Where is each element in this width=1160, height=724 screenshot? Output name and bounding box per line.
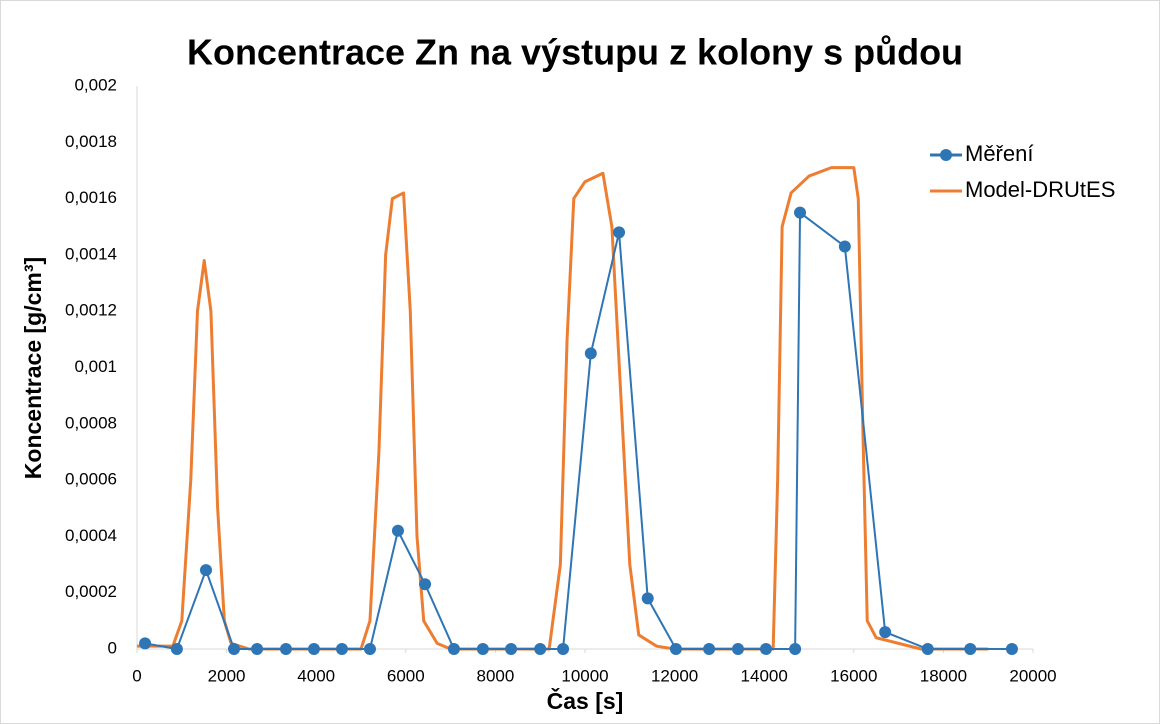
y-tick-label: 0,0016 xyxy=(65,188,117,207)
data-point xyxy=(838,240,851,253)
data-point xyxy=(759,643,772,655)
data-point xyxy=(170,643,183,655)
y-tick-label: 0,0004 xyxy=(65,526,117,545)
data-point xyxy=(794,206,807,219)
data-point xyxy=(534,643,547,655)
data-point xyxy=(139,637,152,650)
data-point xyxy=(789,643,802,655)
x-axis-label: Čas [s] xyxy=(547,687,624,714)
data-point xyxy=(251,643,264,655)
series-line xyxy=(137,166,989,651)
y-tick-label: 0,0012 xyxy=(65,301,117,320)
y-tick-label: 0,0006 xyxy=(65,470,117,489)
legend-label: Model-DRUtES xyxy=(965,177,1115,202)
data-point xyxy=(476,643,489,655)
data-point xyxy=(921,643,934,655)
data-point xyxy=(335,643,348,655)
data-point xyxy=(505,643,518,655)
data-point xyxy=(391,524,404,537)
data-point xyxy=(703,643,716,655)
x-tick-label: 14000 xyxy=(741,666,788,685)
data-point xyxy=(964,643,977,655)
x-tick-label: 6000 xyxy=(387,666,425,685)
data-point xyxy=(419,578,432,591)
data-point xyxy=(669,643,682,655)
legend-marker xyxy=(940,149,952,161)
x-tick-label: 18000 xyxy=(920,666,967,685)
y-tick-label: 0,002 xyxy=(74,75,117,94)
data-point xyxy=(557,643,570,655)
data-point xyxy=(447,643,460,655)
y-tick-label: 0,0014 xyxy=(65,244,117,263)
x-tick-label: 12000 xyxy=(651,666,698,685)
data-point xyxy=(584,347,597,360)
y-tick-label: 0,0002 xyxy=(65,582,117,601)
legend-label: Měření xyxy=(965,141,1033,166)
data-point xyxy=(227,643,240,655)
data-point xyxy=(731,643,744,655)
data-point xyxy=(199,564,212,577)
y-tick-label: 0 xyxy=(108,638,117,657)
x-tick-label: 0 xyxy=(132,666,141,685)
y-tick-label: 0,001 xyxy=(74,357,117,376)
x-tick-label: 16000 xyxy=(830,666,877,685)
chart-title: Koncentrace Zn na výstupu z kolony s půd… xyxy=(187,32,963,73)
data-point xyxy=(363,643,376,655)
data-point xyxy=(613,226,626,239)
y-tick-label: 0,0018 xyxy=(65,132,117,151)
x-tick-label: 2000 xyxy=(208,666,246,685)
y-tick-label: 0,0008 xyxy=(65,413,117,432)
x-tick-label: 10000 xyxy=(561,666,608,685)
data-point xyxy=(879,626,892,639)
data-point xyxy=(279,643,292,655)
data-point xyxy=(307,643,320,655)
x-tick-label: 20000 xyxy=(1009,666,1056,685)
data-point xyxy=(641,592,654,605)
x-tick-label: 8000 xyxy=(476,666,514,685)
x-tick-label: 4000 xyxy=(297,666,335,685)
data-point xyxy=(1005,643,1018,655)
y-axis-label: Koncentrace [g/cm³] xyxy=(20,257,46,479)
